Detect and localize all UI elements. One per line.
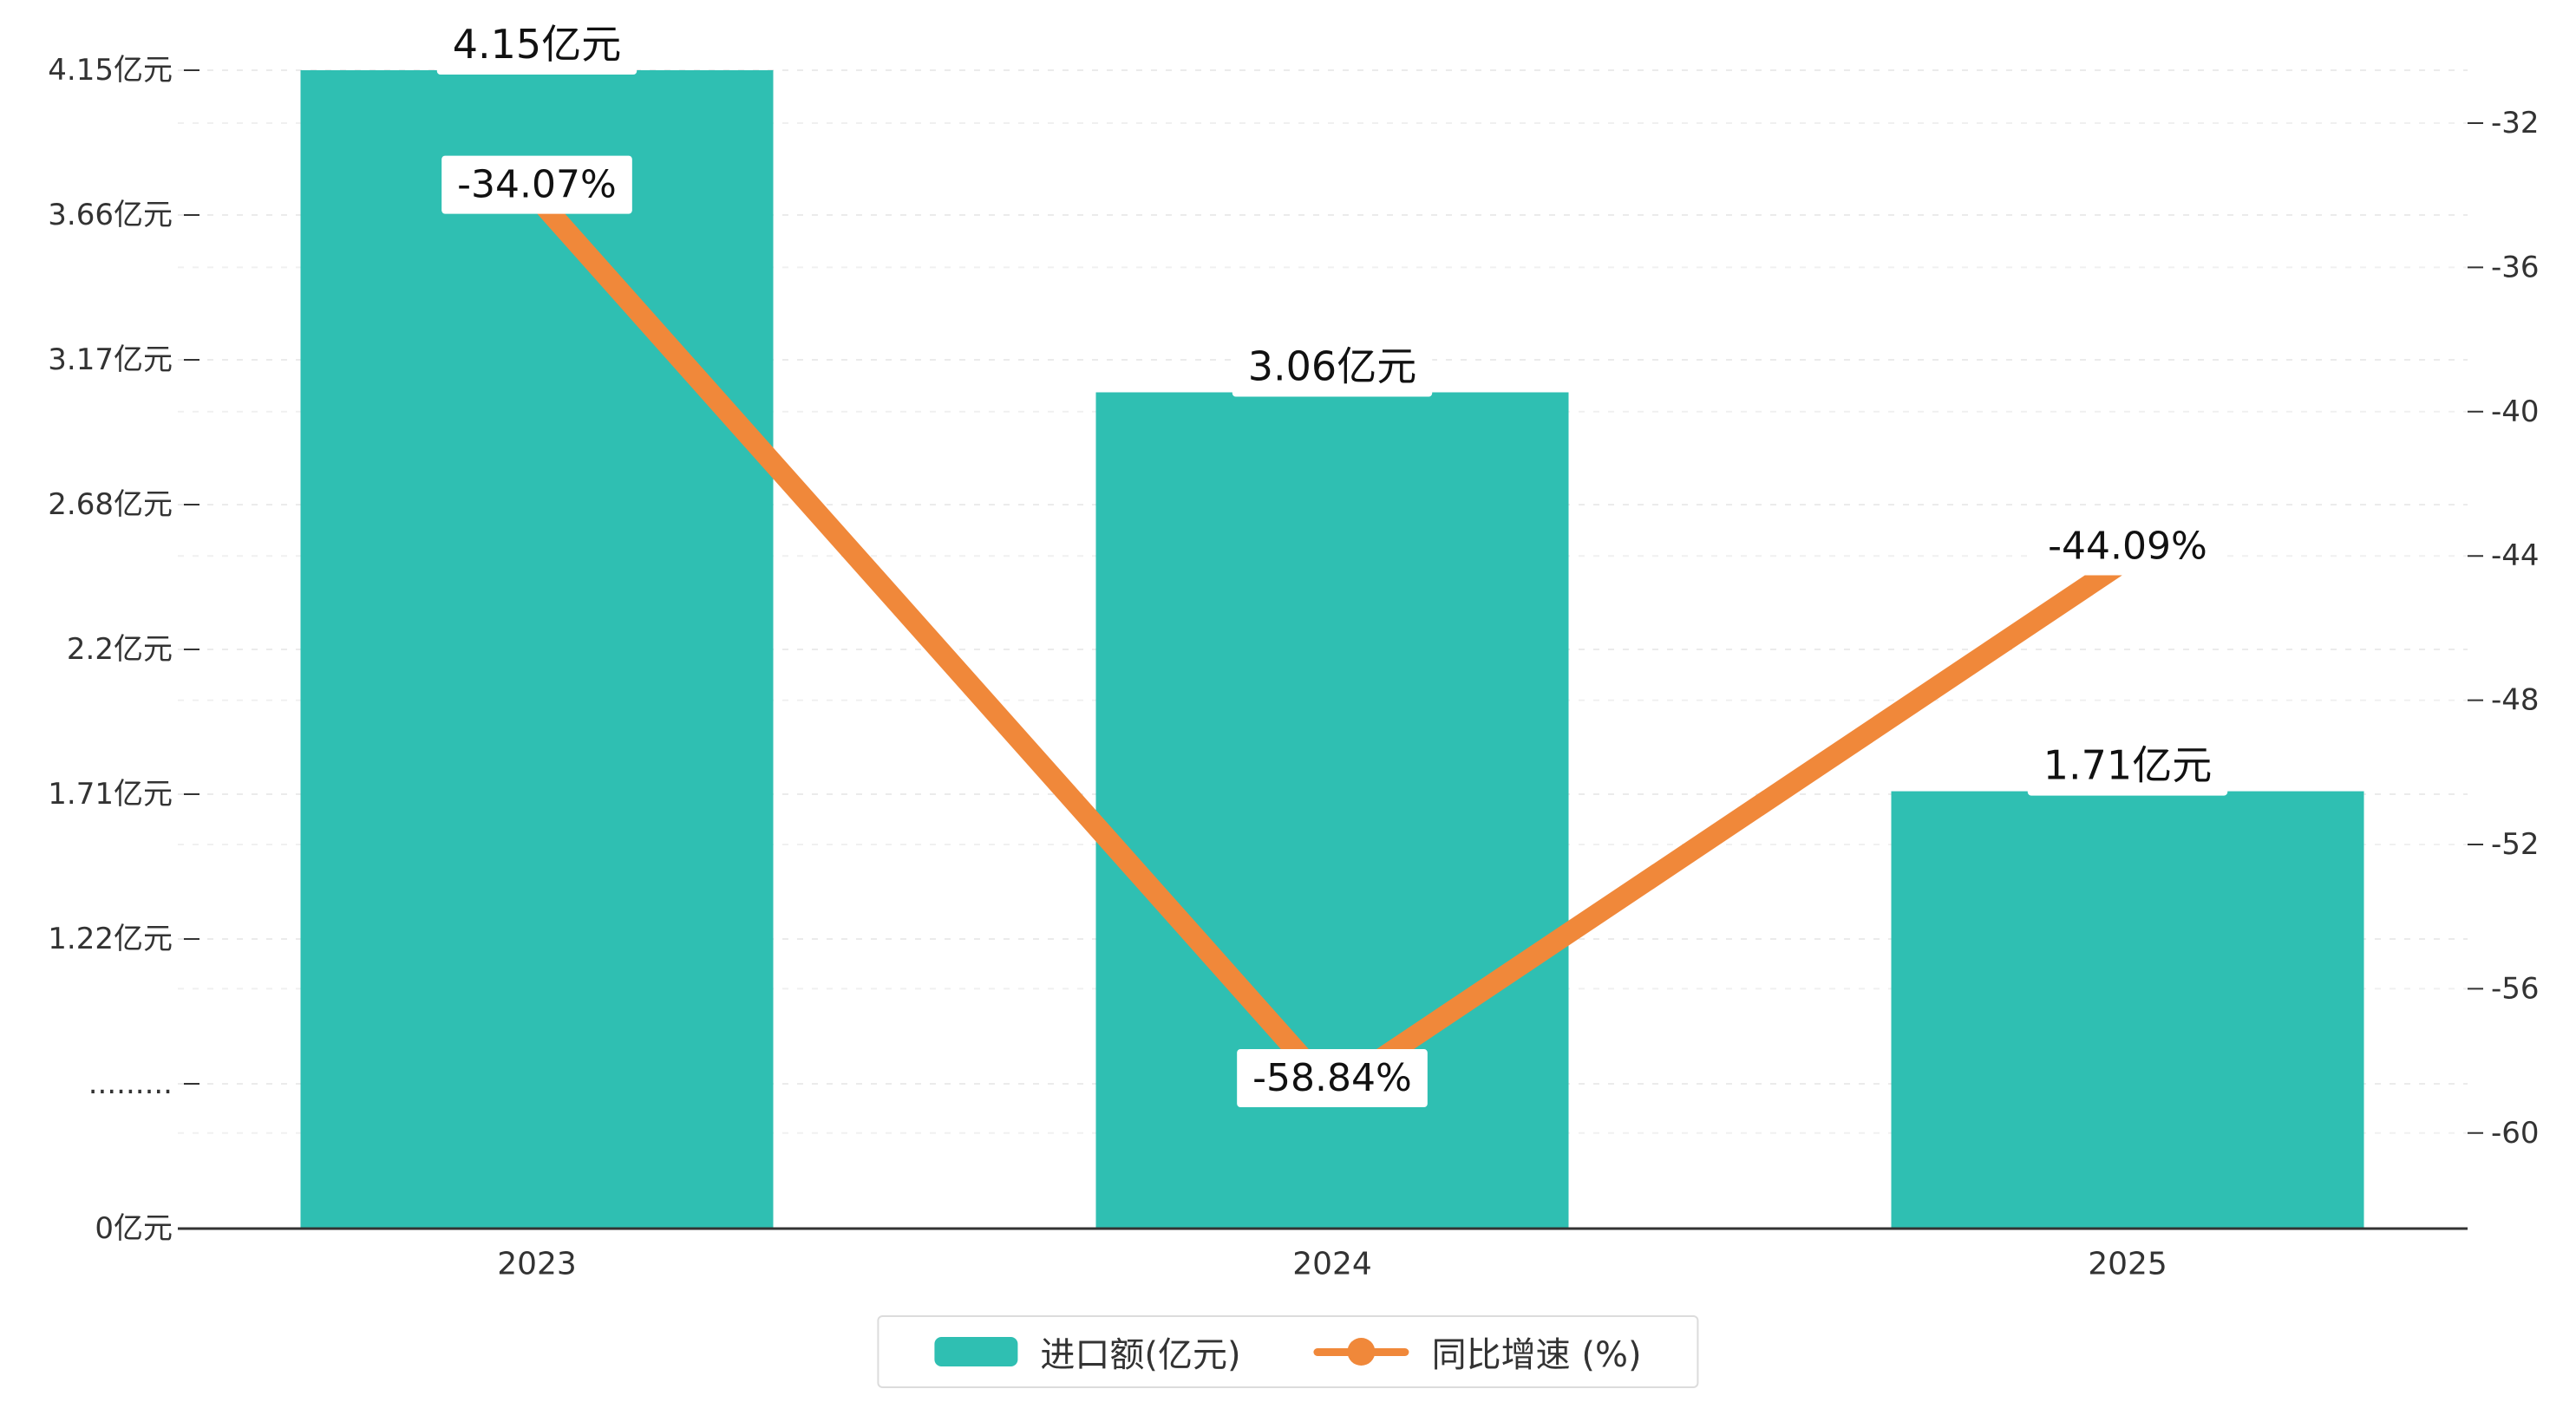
right-axis-tick-label: -32 <box>2491 106 2540 140</box>
svg-text:4.15亿元: 4.15亿元 <box>453 21 621 68</box>
legend-item-yoy-growth[interactable]: 同比增速 (%) <box>1313 1327 1642 1377</box>
svg-text:-58.84%: -58.84% <box>1252 1056 1412 1100</box>
left-axis-tick-label: 1.22亿元 <box>48 922 173 956</box>
right-axis-tick-label: -44 <box>2491 538 2540 573</box>
bar-value-label-2025: 1.71亿元 <box>2027 734 2228 796</box>
right-axis-tick-label: -48 <box>2491 683 2540 718</box>
bar-2023[interactable] <box>300 70 774 1229</box>
left-axis-tick-label: 4.15亿元 <box>48 53 173 88</box>
line-series-dot <box>1347 1338 1376 1366</box>
legend: 进口额(亿元) 同比增速 (%) <box>877 1315 1699 1388</box>
svg-text:-44.09%: -44.09% <box>2048 524 2207 568</box>
right-axis-tick-label: -36 <box>2491 250 2540 284</box>
svg-text:-34.07%: -34.07% <box>457 163 617 207</box>
left-axis-tick-label: 0亿元 <box>95 1211 173 1246</box>
legend-label-yoy-growth: 同比增速 (%) <box>1431 1335 1642 1375</box>
svg-text:1.71亿元: 1.71亿元 <box>2043 742 2212 789</box>
bar-2025[interactable] <box>1891 791 2364 1229</box>
left-axis-tick-label: 3.66亿元 <box>48 198 173 232</box>
legend-label-import-amount: 进口额(亿元) <box>1040 1335 1241 1375</box>
right-axis-tick-label: -56 <box>2491 971 2540 1006</box>
x-axis-label-2023: 2023 <box>497 1247 577 1282</box>
right-axis-tick-label: -60 <box>2491 1116 2540 1151</box>
bar-value-label-2023: 4.15亿元 <box>436 14 637 75</box>
left-axis-tick-label: 2.2亿元 <box>67 632 173 667</box>
bar-series-swatch <box>934 1337 1018 1366</box>
right-axis-tick-label: -40 <box>2491 395 2540 429</box>
line-value-label-2024: -58.84% <box>1237 1049 1428 1108</box>
line-series-marker <box>1313 1338 1409 1366</box>
x-axis-label-2025: 2025 <box>2088 1247 2167 1282</box>
left-axis-tick-label: ......... <box>88 1066 173 1101</box>
left-axis-tick-label: 2.68亿元 <box>48 487 173 522</box>
legend-item-import-amount[interactable]: 进口额(亿元) <box>934 1327 1241 1377</box>
left-axis-tick-label: 3.17亿元 <box>48 342 173 377</box>
bar-value-label-2024: 3.06亿元 <box>1232 336 1433 397</box>
line-value-label-2023: -34.07% <box>441 155 632 214</box>
right-axis-tick-label: -52 <box>2491 827 2540 862</box>
line-value-label-2025: -44.09% <box>2032 517 2223 576</box>
svg-text:3.06亿元: 3.06亿元 <box>1248 342 1416 389</box>
left-axis-tick-label: 1.71亿元 <box>48 777 173 812</box>
x-axis-label-2024: 2024 <box>1292 1247 1372 1282</box>
